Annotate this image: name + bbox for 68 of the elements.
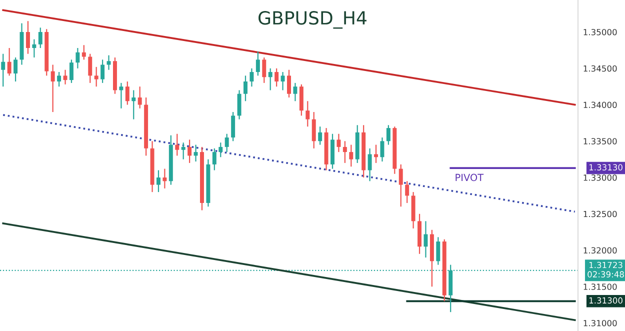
candlestick (188, 139, 192, 164)
y-tick-label: 1.31000 (584, 320, 617, 326)
candlestick (76, 47, 80, 69)
candlestick (342, 140, 347, 164)
candlestick (224, 133, 229, 153)
y-tick-label: 1.33000 (584, 174, 617, 181)
y-tick-label: 1.32500 (584, 210, 617, 218)
candlestick (162, 168, 167, 189)
candlestick (32, 38, 36, 58)
candlestick (26, 20, 30, 54)
candlestick (312, 111, 316, 149)
y-tick-label: 1.34500 (584, 65, 617, 72)
candlestick (424, 220, 428, 258)
candlestick (293, 82, 298, 102)
candlestick (262, 56, 266, 84)
candlestick (194, 144, 198, 162)
candlestick (138, 86, 142, 109)
candlestick (274, 68, 279, 88)
candlestick (436, 236, 440, 266)
ref-line-label: 1.31723 02:39:48 (588, 262, 624, 278)
data-label: 1.33130 (589, 164, 622, 170)
y-tick-label: 1.34000 (584, 102, 617, 108)
candlestick (244, 75, 248, 102)
candlestick (119, 82, 124, 109)
candlestick (88, 53, 92, 84)
candlestick (132, 90, 136, 120)
candlestick (218, 142, 223, 158)
candlestick (398, 164, 403, 208)
candlestick (50, 64, 55, 113)
candlestick (181, 142, 186, 160)
candlestick (1, 53, 6, 88)
candlestick (280, 71, 285, 91)
candlestick (287, 69, 291, 98)
candlestick (38, 27, 42, 49)
candlestick (386, 124, 390, 146)
candlestick (69, 59, 74, 84)
candlestick (318, 126, 322, 146)
candlestick (336, 133, 341, 153)
y-tick-label: 1.33500 (584, 138, 617, 144)
candlestick (268, 68, 272, 91)
candlestick (57, 71, 62, 88)
series-label: PIVOT (456, 174, 484, 182)
candlestick (368, 148, 372, 182)
candlestick (14, 56, 18, 82)
y-tick-label: 1.35000 (584, 28, 617, 36)
text: GBPUSD_H4 (258, 11, 366, 29)
data-label: 1.31300 (589, 297, 622, 304)
candlestick (349, 144, 354, 168)
candlestick (231, 111, 236, 142)
candlestick (82, 44, 86, 60)
candlestick (100, 59, 105, 84)
candlestick (306, 100, 310, 128)
candlestick (175, 133, 180, 156)
candlestick (156, 170, 160, 193)
candlestick (374, 144, 378, 164)
candlestick (63, 69, 68, 85)
candlestick (94, 66, 98, 88)
candlestick (237, 90, 242, 120)
candlestick (405, 180, 410, 204)
y-tick-label: 1.31500 (584, 284, 617, 290)
candlestick (7, 47, 12, 76)
candlestick (250, 68, 254, 88)
candlestick (256, 51, 260, 76)
y-tick-label: 1.32000 (584, 247, 617, 254)
candlestick (212, 148, 216, 171)
candlestick (125, 80, 130, 106)
candlestick (106, 54, 111, 70)
candlestick (380, 136, 384, 162)
